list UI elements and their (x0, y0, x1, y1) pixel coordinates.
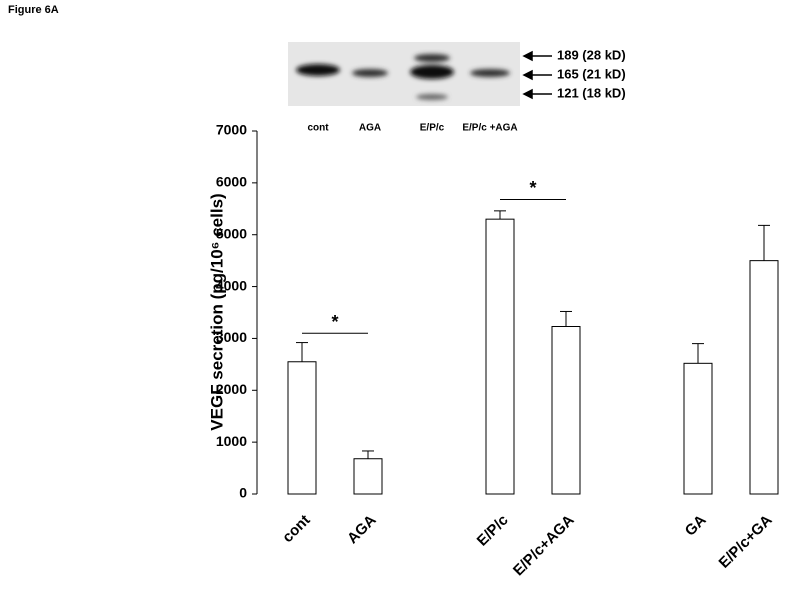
y-tick-label: 2000 (216, 381, 247, 397)
blot-band-label: 121 (18 kD) (557, 85, 626, 100)
y-tick-label: 1000 (216, 433, 247, 449)
blot-band-label: 165 (21 kD) (557, 66, 626, 81)
x-tick-label: E/P/c+GA (716, 512, 776, 572)
bar (353, 458, 383, 495)
blot-image (288, 42, 520, 106)
blot-lane-label: E/P/c +AGA (462, 123, 517, 134)
significance-star: * (331, 312, 338, 332)
bar (551, 326, 581, 495)
y-axis-label: VEGF secretion (pg/10⁶ cells) (207, 193, 226, 430)
x-tick-label: AGA (344, 512, 380, 548)
blot-lane-label: cont (307, 123, 329, 134)
x-tick-label: GA (682, 511, 710, 539)
blot-lane-label: AGA (359, 123, 381, 134)
bar (287, 361, 317, 495)
y-tick-label: 3000 (216, 329, 247, 345)
significance-star: * (529, 178, 536, 198)
x-tick-label: E/P/c+AGA (510, 511, 578, 579)
blot-band-label: 189 (28 kD) (557, 47, 626, 62)
y-tick-label: 5000 (216, 225, 247, 241)
y-tick-label: 7000 (216, 122, 247, 138)
y-tick-label: 4000 (216, 277, 247, 293)
blot-lane-label: E/P/c (420, 123, 445, 134)
x-tick-label: cont (279, 512, 313, 546)
bar (683, 362, 713, 495)
figure-label: Figure 6A (8, 4, 59, 16)
blot-arrows (522, 50, 552, 100)
bar (749, 260, 779, 495)
bar (485, 218, 515, 495)
y-tick-label: 6000 (216, 174, 247, 190)
y-tick-label: 0 (239, 485, 247, 501)
x-tick-label: E/P/c (474, 512, 512, 550)
